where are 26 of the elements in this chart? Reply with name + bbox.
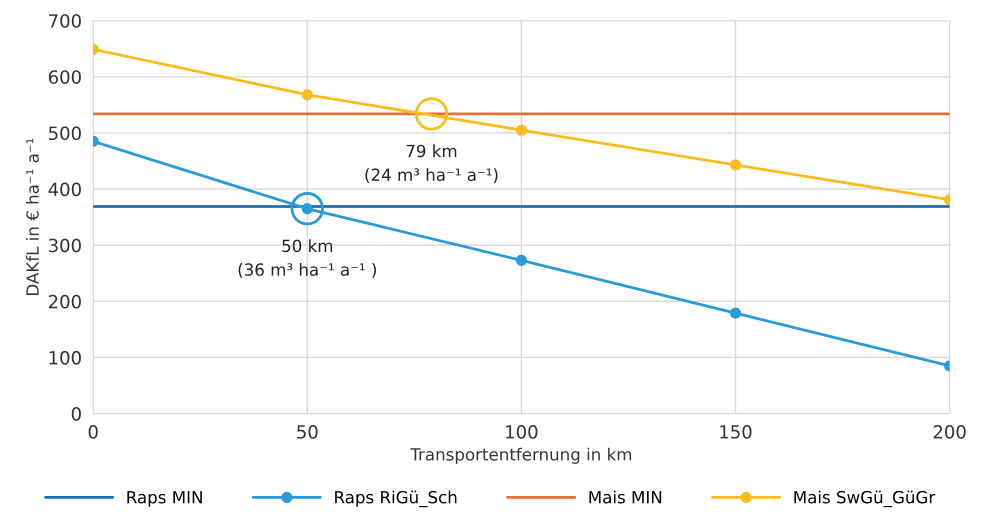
point xyxy=(516,254,527,266)
y-tick-label: 400 xyxy=(48,182,81,196)
annotation: 50 km (36 m³ ha⁻¹ a⁻¹ ) xyxy=(238,239,376,278)
point xyxy=(730,308,742,319)
y-tick-label: 300 xyxy=(48,238,81,252)
point xyxy=(516,124,527,136)
annotation: 79 km (24 m³ ha⁻¹ a⁻¹) xyxy=(365,144,498,184)
point xyxy=(730,159,742,170)
x-tick-label: 100 xyxy=(506,425,538,439)
y-tick-label: 100 xyxy=(50,350,81,365)
y-tick-label: 0 xyxy=(72,407,81,421)
y-axis-title: DAKfL in € ha⁻¹ a⁻¹ xyxy=(26,138,39,295)
x-tick-label: 50 xyxy=(297,425,318,439)
y-tick-label: 200 xyxy=(48,294,81,308)
x-tick-label: 200 xyxy=(934,425,966,439)
x-tick-label: 150 xyxy=(720,425,752,439)
legend-label: Mais SwGü_GüGr xyxy=(794,490,936,508)
y-tick-label: 500 xyxy=(49,126,81,140)
legend-label: Raps MIN xyxy=(127,491,202,507)
point xyxy=(302,89,313,100)
legend-label: Mais MIN xyxy=(589,490,662,504)
y-tick-label: 700 xyxy=(49,14,81,28)
x-tick-label: 0 xyxy=(88,425,98,439)
x-axis-title: Transportentfernung in km xyxy=(410,448,632,464)
legend-label: Raps RiGü_Sch xyxy=(335,490,456,508)
y-tick-label: 600 xyxy=(48,70,81,84)
